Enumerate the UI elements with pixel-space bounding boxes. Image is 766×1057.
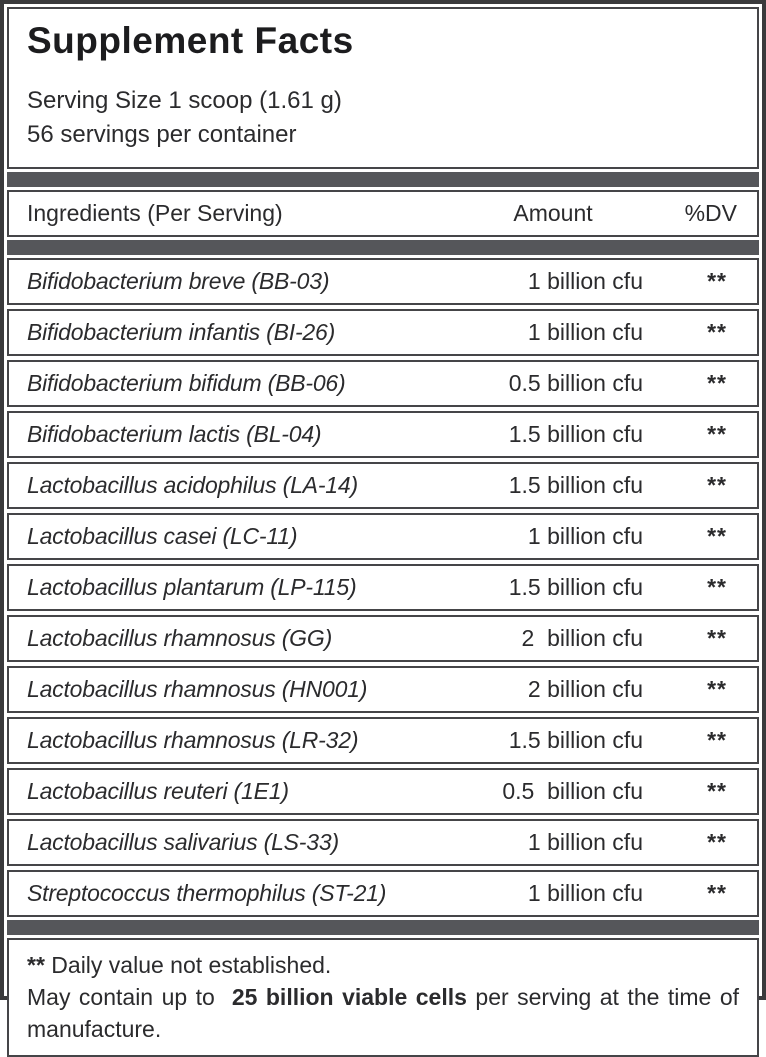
amount-value: 1.5 billion cfu <box>508 421 643 448</box>
table-row: Streptococcus thermophilus (ST-21) 1 bil… <box>7 870 759 918</box>
amount-value: 1.5 billion cfu <box>508 727 643 754</box>
amount-value: 1 billion cfu <box>527 523 643 550</box>
ingredient-name: Lactobacillus casei (LC-11) <box>27 523 298 550</box>
dv-value: ** <box>707 727 727 754</box>
ingredient-name: Bifidobacterium bifidum (BB-06) <box>27 370 346 397</box>
separator-bar <box>7 172 759 188</box>
ingredients-table: Bifidobacterium breve (BB-03) 1 billion … <box>7 258 759 918</box>
amount-value: 1 billion cfu <box>527 829 643 856</box>
table-row: Lactobacillus plantarum (LP-115) 1.5 bil… <box>7 564 759 612</box>
amount-value: 1 billion cfu <box>527 268 643 295</box>
may-contain-prefix: May contain up to <box>27 984 232 1011</box>
ingredient-name: Lactobacillus rhamnosus (LR-32) <box>27 727 359 754</box>
amount-value: 1.5 billion cfu <box>508 574 643 601</box>
servings-per-container: 56 servings per container <box>27 121 297 149</box>
ingredient-name: Lactobacillus rhamnosus (GG) <box>27 625 333 652</box>
separator-bar <box>7 920 759 936</box>
label-title: Supplement Facts <box>27 20 354 61</box>
dv-value: ** <box>707 421 727 448</box>
amount-column-header: Amount <box>513 200 593 227</box>
amount-value: 0.5 billion cfu <box>502 778 643 805</box>
table-row: Bifidobacterium lactis (BL-04) 1.5 billi… <box>7 411 759 459</box>
separator-bar <box>7 240 759 256</box>
amount-value: 1 billion cfu <box>527 880 643 907</box>
ingredient-name: Lactobacillus acidophilus (LA-14) <box>27 472 358 499</box>
ingredient-name: Lactobacillus plantarum (LP-115) <box>27 574 357 601</box>
footnotes-section: ** Daily value not established. May cont… <box>7 938 759 1057</box>
dv-value: ** <box>707 625 727 652</box>
amount-value: 0.5 billion cfu <box>508 370 643 397</box>
dv-value: ** <box>707 574 727 601</box>
ingredient-name: Bifidobacterium breve (BB-03) <box>27 268 330 295</box>
dv-footnote: ** Daily value not established. <box>27 950 739 982</box>
table-row: Bifidobacterium infantis (BI-26) 1 billi… <box>7 309 759 357</box>
dv-value: ** <box>707 880 727 907</box>
ingredient-name: Bifidobacterium infantis (BI-26) <box>27 319 336 346</box>
dv-value: ** <box>707 268 727 295</box>
dv-value: ** <box>707 472 727 499</box>
table-header-row: Ingredients (Per Serving) Amount %DV <box>7 190 759 238</box>
table-row: Lactobacillus rhamnosus (LR-32) 1.5 bill… <box>7 717 759 765</box>
serving-size: Serving Size 1 scoop (1.61 g) <box>27 86 342 114</box>
table-row: Lactobacillus rhamnosus (HN001) 2 billio… <box>7 666 759 714</box>
ingredient-name: Bifidobacterium lactis (BL-04) <box>27 421 322 448</box>
dv-footnote-text: Daily value not established. <box>44 952 332 979</box>
amount-value: 1.5 billion cfu <box>508 472 643 499</box>
dv-value: ** <box>707 370 727 397</box>
ingredient-name: Lactobacillus salivarius (LS-33) <box>27 829 339 856</box>
dv-value: ** <box>707 778 727 805</box>
table-row: Lactobacillus acidophilus (LA-14) 1.5 bi… <box>7 462 759 510</box>
table-row: Lactobacillus reuteri (1E1) 0.5 billion … <box>7 768 759 816</box>
dv-value: ** <box>707 676 727 703</box>
ingredient-column-header: Ingredients (Per Serving) <box>27 200 283 227</box>
dv-footnote-marker: ** <box>27 952 45 979</box>
dv-value: ** <box>707 829 727 856</box>
table-row: Lactobacillus casei (LC-11) 1 billion cf… <box>7 513 759 561</box>
table-row: Lactobacillus rhamnosus (GG) 2 billion c… <box>7 615 759 663</box>
table-row: Bifidobacterium breve (BB-03) 1 billion … <box>7 258 759 306</box>
amount-value: 1 billion cfu <box>527 319 643 346</box>
may-contain-note: May contain up to 25 billion viable cell… <box>27 982 739 1045</box>
may-contain-bold: 25 billion viable cells <box>231 984 467 1011</box>
amount-value: 2 billion cfu <box>521 625 643 652</box>
ingredient-name: Lactobacillus rhamnosus (HN001) <box>27 676 368 703</box>
ingredient-name: Streptococcus thermophilus (ST-21) <box>27 880 387 907</box>
dv-value: ** <box>707 523 727 550</box>
amount-value: 2 billion cfu <box>527 676 643 703</box>
ingredient-name: Lactobacillus reuteri (1E1) <box>27 778 289 805</box>
dv-value: ** <box>707 319 727 346</box>
table-row: Bifidobacterium bifidum (BB-06) 0.5 bill… <box>7 360 759 408</box>
dv-column-header: %DV <box>684 200 737 227</box>
table-row: Lactobacillus salivarius (LS-33) 1 billi… <box>7 819 759 867</box>
label-header-section: Supplement Facts Serving Size 1 scoop (1… <box>7 7 759 170</box>
